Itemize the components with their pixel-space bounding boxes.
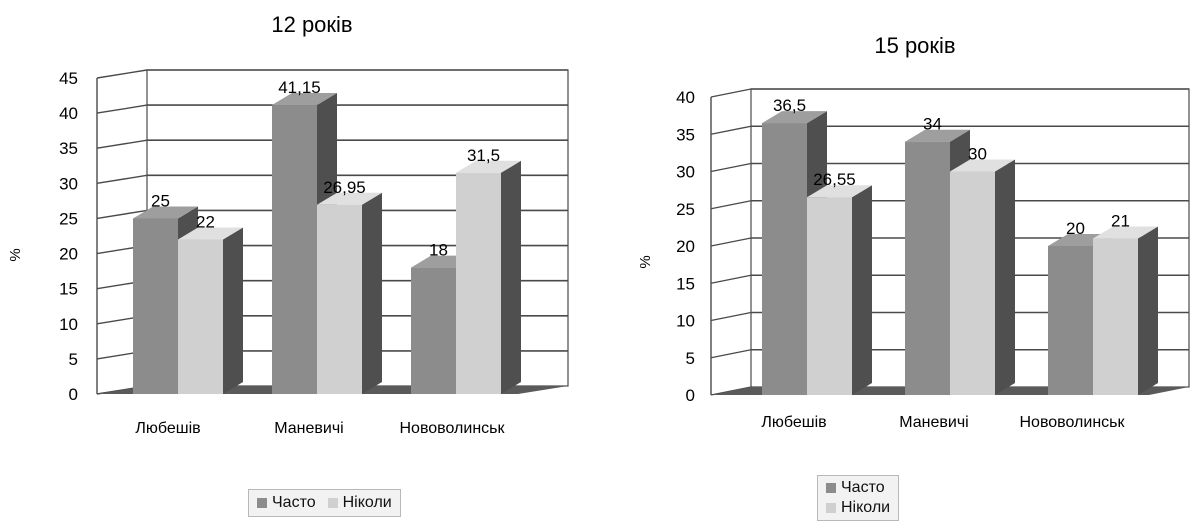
bar-side <box>362 192 382 394</box>
bar-top <box>905 129 970 142</box>
y-tick-label: 5 <box>686 349 695 368</box>
legend-label-often: Часто <box>272 494 316 511</box>
legend-label-never: Ніколи <box>841 499 891 516</box>
y-tick-label: 25 <box>676 200 695 219</box>
y-tick-label: 5 <box>69 350 78 369</box>
y-tick-label: 40 <box>676 88 695 107</box>
chart-15-years: 15 років% 0 5 10 15 20 25 30 35 40 36,5 26,55 Любеші… <box>637 33 1190 431</box>
data-label: 18 <box>429 241 448 260</box>
bar-top <box>762 111 827 124</box>
side-wall-gridline <box>710 274 752 284</box>
x-tick-label: Маневичі <box>899 414 968 431</box>
bar <box>411 267 456 394</box>
bar-side <box>501 160 521 394</box>
y-tick-label: 35 <box>59 139 78 158</box>
bar-top <box>178 227 243 240</box>
x-tick-label: Нововолинськ <box>1020 414 1126 431</box>
y-tick-label: 10 <box>676 312 695 331</box>
legend-item-often: Часто <box>257 494 316 512</box>
y-tick-label: 0 <box>686 386 695 405</box>
side-wall-gridline <box>710 125 752 135</box>
legend-label-often: Часто <box>841 479 885 496</box>
bar <box>950 171 995 395</box>
bar-side <box>223 227 243 394</box>
data-label: 31,5 <box>467 146 500 165</box>
y-axis-label: % <box>637 255 654 268</box>
legend-swatch-never <box>327 498 338 508</box>
y-tick-label: 10 <box>59 315 78 334</box>
bar <box>133 218 178 394</box>
data-label: 20 <box>1066 219 1085 238</box>
y-tick-label: 30 <box>676 163 695 182</box>
legend-swatch-often <box>826 483 836 493</box>
bar <box>905 141 950 395</box>
legend-item-never: Ніколи <box>327 494 392 512</box>
bar <box>1048 246 1093 395</box>
data-label: 30 <box>968 145 987 164</box>
legend-item-often: Часто <box>826 479 890 497</box>
side-wall-gridline <box>96 69 148 79</box>
y-tick-label: 45 <box>59 69 78 88</box>
y-tick-label: 25 <box>59 209 78 228</box>
chart-title: 12 років <box>271 12 352 37</box>
data-label: 25 <box>151 191 170 210</box>
bar <box>807 197 852 395</box>
y-tick-label: 15 <box>59 280 78 299</box>
side-wall-gridline <box>710 200 752 210</box>
y-tick-label: 40 <box>59 104 78 123</box>
y-tick-label: 15 <box>676 274 695 293</box>
y-tick-label: 20 <box>676 237 695 256</box>
legend-swatch-never <box>826 503 836 513</box>
bar <box>762 123 807 395</box>
y-tick-label: 35 <box>676 125 695 144</box>
bar <box>1093 238 1138 395</box>
bar-top <box>456 160 521 173</box>
bar <box>272 105 317 394</box>
legend-item-never: Ніколи <box>826 499 890 517</box>
legend-12-years: Часто Ніколи <box>248 489 401 517</box>
legend-15-years: Часто Ніколи <box>817 475 900 521</box>
data-label: 26,95 <box>323 178 366 197</box>
chart-title: 15 років <box>874 33 955 58</box>
data-label: 21 <box>1111 212 1130 231</box>
x-tick-label: Любешів <box>135 420 200 437</box>
data-label: 22 <box>196 213 215 232</box>
x-tick-label: Нововолинськ <box>400 420 506 437</box>
bar <box>456 172 501 394</box>
bar-top <box>317 192 382 205</box>
side-wall-gridline <box>710 88 752 98</box>
y-tick-label: 30 <box>59 174 78 193</box>
x-tick-label: Любешів <box>761 414 826 431</box>
side-wall-gridline <box>96 174 148 185</box>
data-label: 41,15 <box>278 78 321 97</box>
bar-top <box>133 206 198 219</box>
bar-side <box>995 159 1015 395</box>
data-label: 34 <box>923 115 942 134</box>
y-axis-label: % <box>7 248 24 261</box>
side-wall-gridline <box>710 349 752 359</box>
legend-swatch-often <box>257 498 267 508</box>
data-label: 26,55 <box>813 170 856 189</box>
bar-top <box>1093 226 1158 239</box>
side-wall-gridline <box>96 139 148 149</box>
side-wall-gridline <box>710 311 752 322</box>
chart-12-years: 12 років% 0 5 10 15 20 25 30 35 40 45 25 22 Любешів 41… <box>7 12 569 437</box>
side-wall-gridline <box>710 237 752 247</box>
bar <box>317 204 362 394</box>
side-wall-gridline <box>710 162 752 173</box>
y-tick-label: 0 <box>69 385 78 404</box>
bar-side <box>1138 226 1158 395</box>
data-label: 36,5 <box>773 96 806 115</box>
bar-side <box>852 185 872 395</box>
bar <box>178 239 223 394</box>
side-wall-gridline <box>96 209 148 220</box>
bar-top <box>272 93 337 106</box>
side-wall-gridline <box>96 104 148 114</box>
x-tick-label: Маневичі <box>274 420 343 437</box>
legend-label-never: Ніколи <box>342 494 392 511</box>
y-tick-label: 20 <box>59 245 78 264</box>
bar-top <box>950 159 1015 172</box>
bar-top <box>807 185 872 198</box>
